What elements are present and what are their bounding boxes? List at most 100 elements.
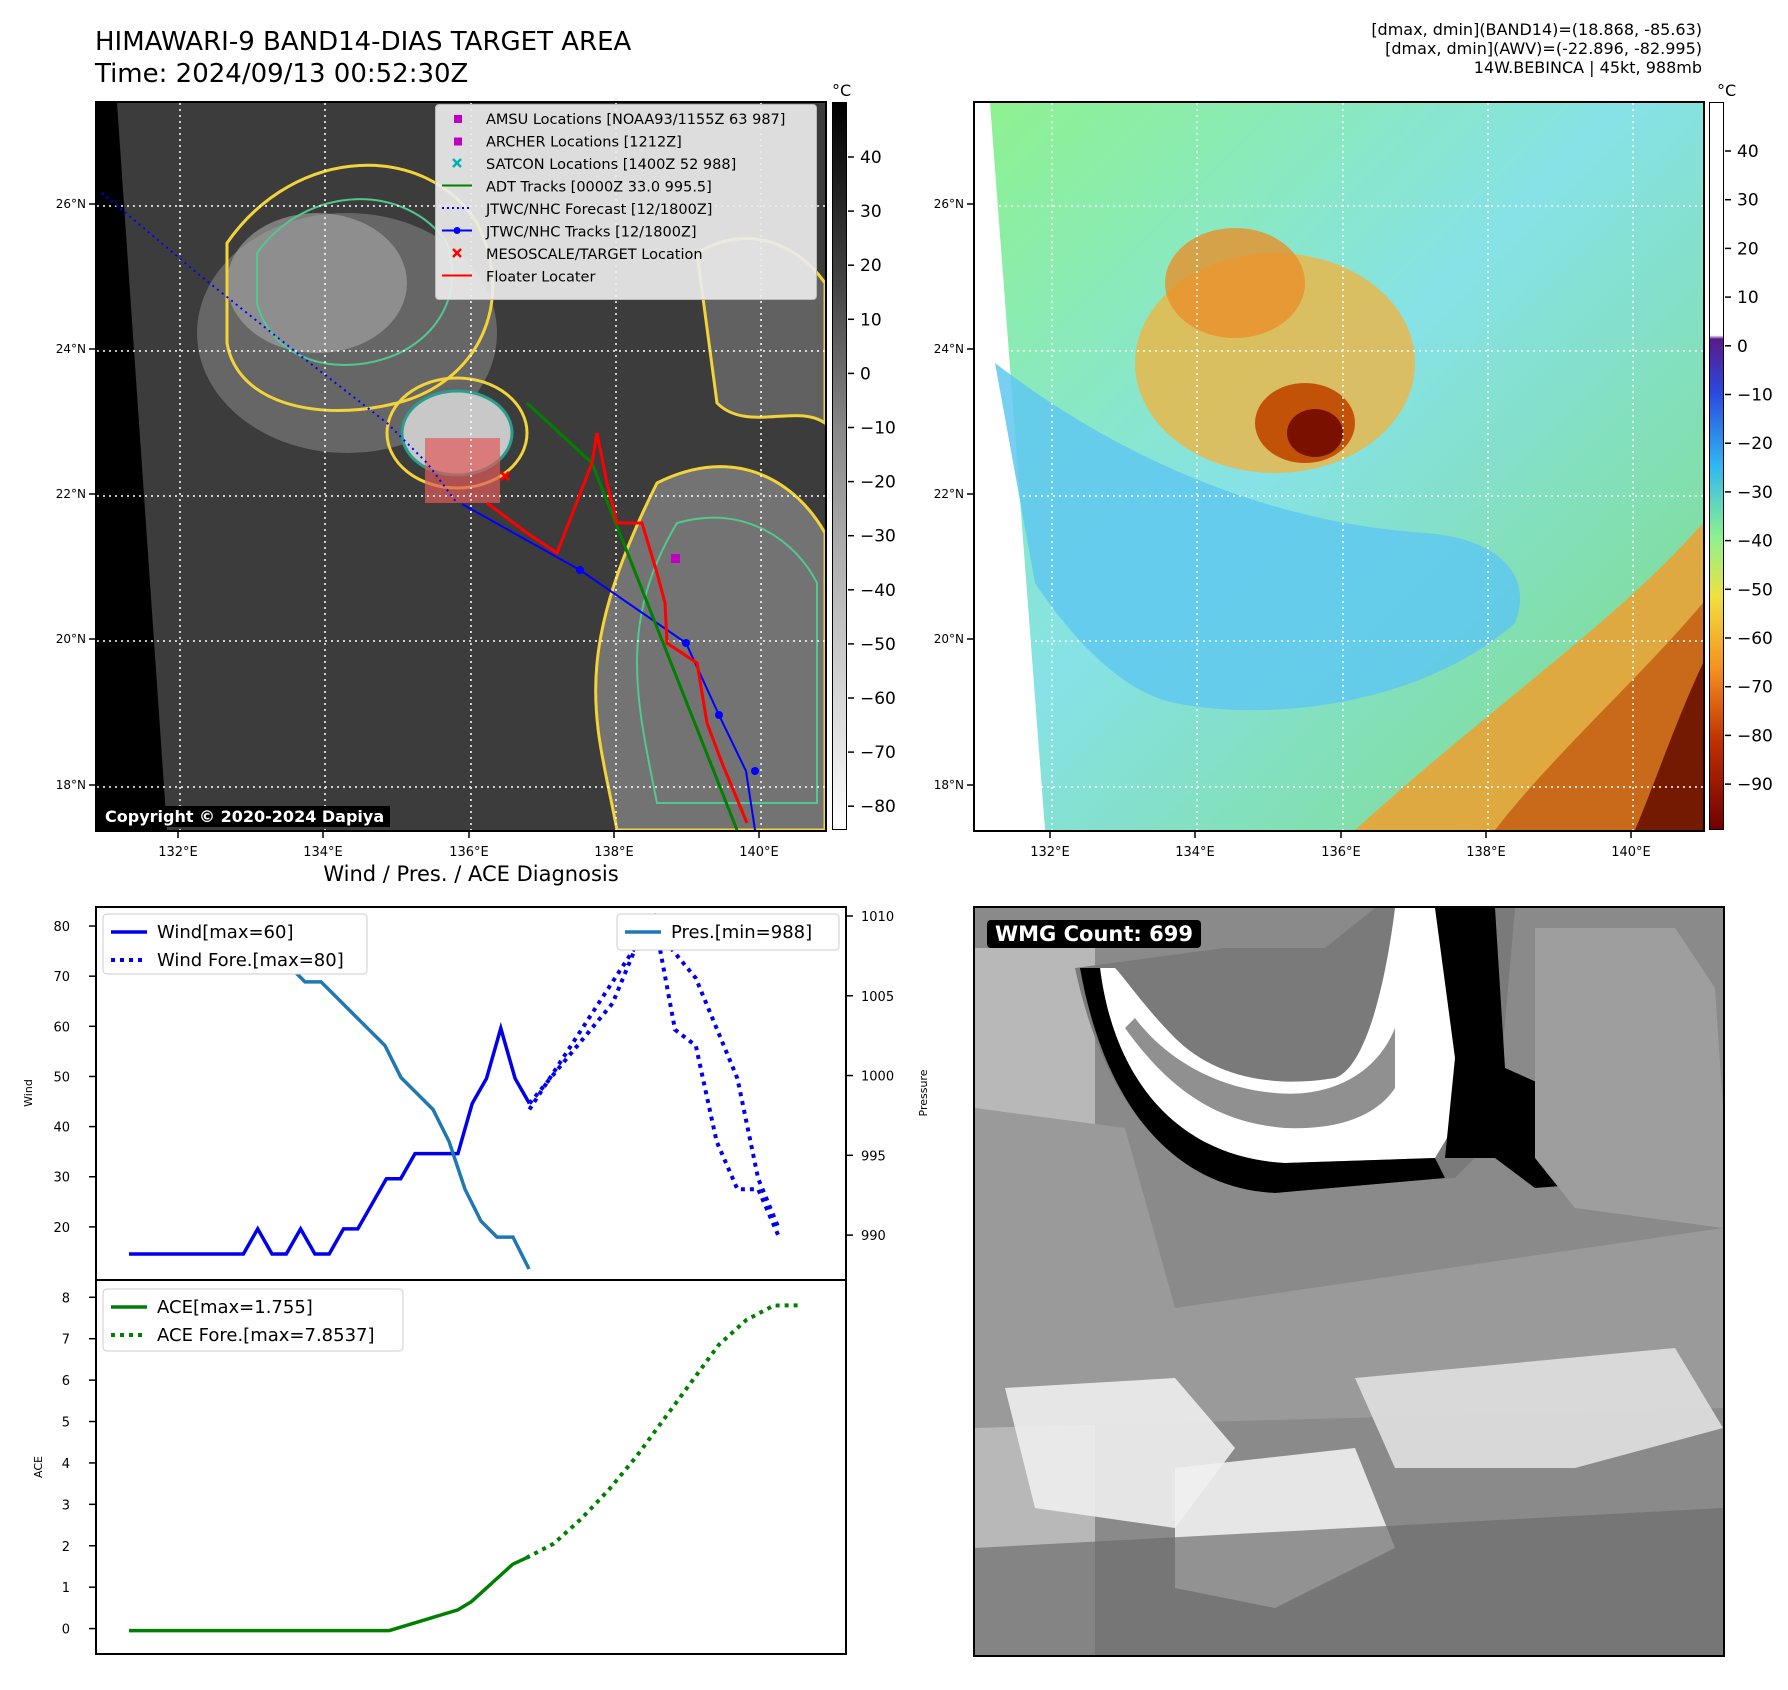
ace-chart-frame: ACE[max=1.755] ACE Fore.[max=7.8537] [95,1279,847,1655]
legend-x-marker [452,248,462,258]
diagnosis-title: Wind / Pres. / ACE Diagnosis [323,862,619,886]
wind-y-label: Wind [22,1079,35,1107]
wind-legend: Wind[max=60] Wind Fore.[max=80] [102,913,368,975]
colorbar-tick-label: −10 [860,419,896,439]
legend-label: ADT Tracks [0000Z 33.0 995.5] [486,180,712,196]
colorbar-tick-label: −90 [1737,775,1773,795]
lon-label: 138°E [594,845,634,860]
ace-y-axis: 0 1 2 3 4 5 6 7 8 ACE [32,1291,95,1638]
legend-label: AMSU Locations [NOAA93/1155Z 63 987] [486,112,785,128]
legend-item: MESOSCALE/TARGET Location [452,247,703,263]
legend-label: ARCHER Locations [1212Z] [486,135,682,151]
jtwc-track [461,503,756,830]
dmax-awv: [dmax, dmin](AWV)=(-22.896, -82.995) [1385,39,1702,58]
legend-svg: AMSU Locations [NOAA93/1155Z 63 987] ARCH… [442,112,785,286]
wind-y-tick-label: 40 [53,1121,70,1136]
right-map-lon-labels: 132°E 134°E 136°E 138°E 140°E [1030,832,1651,860]
ace-legend-box [102,1288,404,1352]
legend-item: JTWC/NHC Tracks [12/1800Z] [442,225,697,241]
pressure-y-tick-label: 1005 [861,990,894,1005]
colorbar-tick-label: −30 [1737,483,1773,503]
wmg-image [975,908,1723,1655]
wind-y-tick-label: 30 [53,1171,70,1186]
lon-label: 136°E [1321,845,1361,860]
colorbar-tick-label: −80 [860,797,896,817]
awv-map-panel [973,101,1705,832]
title-line: HIMAWARI-9 BAND14-DIAS TARGET AREA [95,27,632,57]
wind-observed-line [129,1021,531,1256]
dmax-band14: [dmax, dmin](BAND14)=(18.868, -85.63) [1371,20,1702,39]
wind-y-axis: 20 30 40 50 60 70 80 Wind [22,920,95,1236]
lat-label: 24°N [56,342,86,356]
wmg-panel: WMG Count: 699 [973,906,1725,1657]
lat-label: 26°N [56,197,86,211]
ace-legend: ACE[max=1.755] ACE Fore.[max=7.8537] [102,1288,404,1352]
dry-air-band [995,363,1521,711]
wind-legend-box [102,913,368,975]
colorbar-right [1709,102,1724,830]
pressure-y-tick-label: 990 [861,1229,886,1244]
colorbar-tick-label: −50 [1737,580,1773,600]
legend-square-marker [454,137,462,146]
pressure-forecast-line [527,912,781,1238]
legend-item: Floater Locater [442,270,595,286]
legend-label: SATCON Locations [1400Z 52 988] [486,157,736,173]
ace-observed-line [129,1556,528,1633]
colorbar-tick-label: −30 [860,527,896,547]
lat-label: 18°N [934,778,964,792]
ace-forecast-legend-label: ACE Fore.[max=7.8537] [157,1325,375,1346]
colorbar-tick-label: −80 [1737,726,1773,746]
colorbar-tick-label: 40 [860,148,882,168]
pressure-legend-box [616,913,840,951]
ace-forecast-line [525,1303,802,1560]
colorbar-tick-label: 10 [860,310,882,330]
figure-title: HIMAWARI-9 BAND14-DIAS TARGET AREA Time:… [95,26,631,90]
lon-label: 132°E [1030,845,1070,860]
pressure-legend: Pres.[min=988] [616,913,840,951]
lon-label: 138°E [1466,845,1506,860]
ace-y-tick-label: 7 [62,1333,70,1348]
ace-y-tick-label: 6 [62,1374,70,1389]
right-map-lat-labels: 26°N 24°N 22°N 20°N 18°N [934,197,974,792]
colorbar-tick-label: −40 [1737,532,1773,552]
ace-y-tick-label: 3 [62,1498,70,1513]
legend-item: ADT Tracks [0000Z 33.0 995.5] [442,180,712,196]
pressure-legend-label: Pres.[min=988] [671,922,812,943]
ace-y-tick-label: 4 [62,1457,70,1472]
pressure-y-tick-label: 995 [861,1149,886,1164]
floater-track [486,432,749,824]
jtwc-forecast-track [101,192,458,504]
wind-y-tick-label: 70 [53,970,70,985]
lat-label: 26°N [934,197,964,211]
ace-y-tick-label: 0 [62,1623,70,1638]
wind-pres-chart-frame: Wind[max=60] Wind Fore.[max=80] Pres.[min=… [95,906,847,1281]
wind-y-tick-label: 60 [53,1020,70,1035]
wind-y-tick-label: 80 [53,920,70,935]
wind-forecast-line [527,924,781,1230]
colorbar-left-unit: °C [832,81,852,100]
ir-map-svg [97,103,825,830]
colorbar-tick-label: −50 [860,635,896,655]
colorbar-tick-label: −60 [860,689,896,709]
ace-chart: ACE[max=1.755] ACE Fore.[max=7.8537] [102,1288,802,1633]
colorbar-tick-label: 10 [1737,288,1759,308]
jtwc-track-points [576,566,759,775]
lat-label: 20°N [56,632,86,646]
lat-label: 24°N [934,342,964,356]
ace-y-label: ACE [32,1456,45,1478]
no-data-wedge [97,103,167,830]
colorbar-tick-label: 40 [1737,142,1759,162]
wind-y-tick-label: 20 [53,1221,70,1236]
dmax-info: [dmax, dmin](BAND14)=(18.868, -85.63) [d… [1371,20,1702,77]
ace-y-tick-label: 2 [62,1540,70,1555]
lon-label: 134°E [1175,845,1215,860]
mesoscale-box [425,438,500,503]
wind-forecast-legend-label: Wind Fore.[max=80] [157,950,344,971]
pressure-y-label: Pressure [917,1069,930,1116]
legend-label: JTWC/NHC Tracks [12/1800Z] [485,225,697,241]
time-line: Time: 2024/09/13 00:52:30Z [95,59,469,89]
ace-y-tick-label: 8 [62,1291,70,1306]
copyright: Copyright © 2020-2024 Dapiya [99,806,391,827]
pressure-y-axis: 990 995 1000 1005 1010 Pressure [847,910,930,1244]
lon-label: 134°E [303,845,343,860]
